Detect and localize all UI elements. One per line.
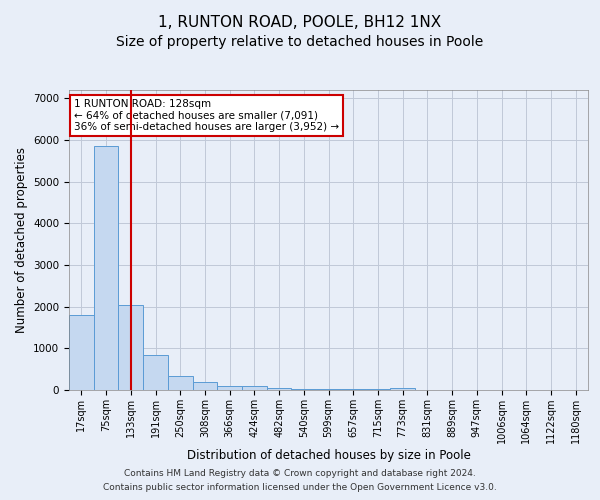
Bar [69,315,94,390]
Bar [94,146,118,390]
Bar [390,388,415,390]
Bar [168,376,193,390]
Bar [267,388,292,390]
Bar [242,386,267,390]
Text: 1, RUNTON ROAD, POOLE, BH12 1NX: 1, RUNTON ROAD, POOLE, BH12 1NX [158,15,442,30]
Text: Size of property relative to detached houses in Poole: Size of property relative to detached ho… [116,35,484,49]
Text: Contains public sector information licensed under the Open Government Licence v3: Contains public sector information licen… [103,484,497,492]
Text: 1 RUNTON ROAD: 128sqm
← 64% of detached houses are smaller (7,091)
36% of semi-d: 1 RUNTON ROAD: 128sqm ← 64% of detached … [74,99,340,132]
Y-axis label: Number of detached properties: Number of detached properties [14,147,28,333]
Bar [292,389,316,390]
Bar [217,386,242,390]
Bar [143,355,168,390]
Bar [118,304,143,390]
Bar [193,382,217,390]
Text: Contains HM Land Registry data © Crown copyright and database right 2024.: Contains HM Land Registry data © Crown c… [124,468,476,477]
X-axis label: Distribution of detached houses by size in Poole: Distribution of detached houses by size … [187,448,470,462]
